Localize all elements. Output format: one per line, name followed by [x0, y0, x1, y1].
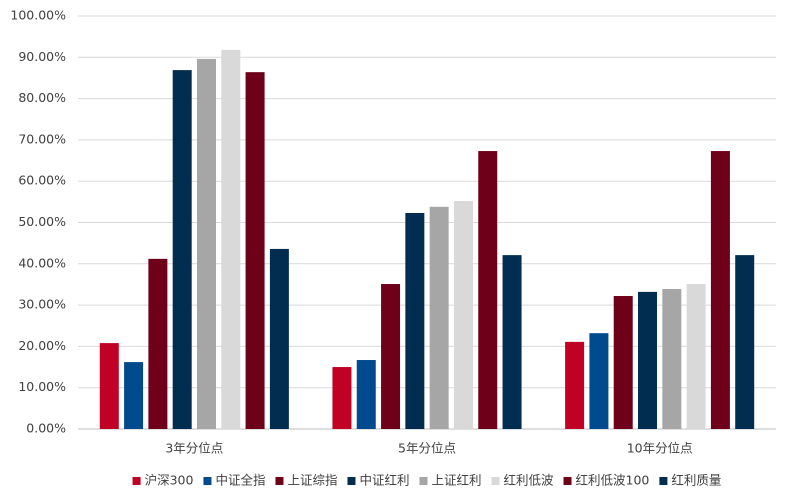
- bar: [332, 367, 352, 429]
- legend-swatch: [275, 477, 284, 485]
- x-tick-label: 5年分位点: [398, 441, 456, 456]
- bar: [662, 288, 682, 429]
- bar: [172, 70, 192, 429]
- x-tick-label: 3年分位点: [165, 441, 223, 456]
- bar: [381, 284, 401, 429]
- y-tick-label: 80.00%: [18, 90, 66, 105]
- bar: [453, 201, 473, 429]
- y-tick-label: 30.00%: [18, 297, 66, 312]
- legend-swatch: [347, 477, 356, 485]
- bar: [478, 151, 498, 429]
- bar: [638, 291, 658, 429]
- bar: [245, 72, 265, 429]
- legend-swatch: [563, 477, 572, 485]
- legend-swatch: [132, 477, 141, 485]
- bar: [196, 58, 216, 430]
- bar: [99, 343, 119, 429]
- bar: [686, 284, 706, 429]
- bar: [735, 255, 755, 429]
- y-tick-label: 10.00%: [18, 379, 66, 394]
- legend-swatch: [491, 477, 500, 485]
- bar: [148, 258, 168, 429]
- y-tick-label: 100.00%: [10, 8, 66, 23]
- bar: [356, 360, 376, 429]
- legend-label: 中证全指: [215, 473, 265, 488]
- bar: [405, 213, 425, 429]
- legend-label: 红利低波: [504, 473, 555, 488]
- y-tick-label: 40.00%: [18, 255, 66, 270]
- y-tick-label: 20.00%: [18, 338, 66, 353]
- legend-swatch: [659, 477, 668, 485]
- legend-label: 红利质量: [671, 473, 721, 488]
- bar: [221, 49, 241, 430]
- legend-label: 上证综指: [287, 473, 337, 488]
- bar: [124, 362, 144, 429]
- legend-swatch: [419, 477, 428, 485]
- legend-label: 上证红利: [432, 473, 482, 488]
- bar: [502, 255, 522, 429]
- y-tick-label: 70.00%: [18, 131, 66, 146]
- bar: [710, 151, 730, 429]
- y-tick-label: 0.00%: [26, 421, 66, 436]
- y-tick-label: 60.00%: [18, 173, 66, 188]
- legend-label: 红利低波100: [576, 473, 650, 488]
- legend-swatch: [203, 477, 212, 485]
- legend-label: 中证红利: [359, 473, 409, 488]
- bar: [269, 248, 289, 429]
- bar: [565, 341, 585, 429]
- bar: [429, 206, 449, 429]
- bar: [613, 296, 633, 429]
- bar: [589, 333, 609, 429]
- x-tick-label: 10年分位点: [627, 441, 693, 456]
- legend-label: 沪深300: [145, 473, 194, 488]
- y-tick-label: 90.00%: [18, 49, 66, 64]
- y-tick-label: 50.00%: [18, 214, 66, 229]
